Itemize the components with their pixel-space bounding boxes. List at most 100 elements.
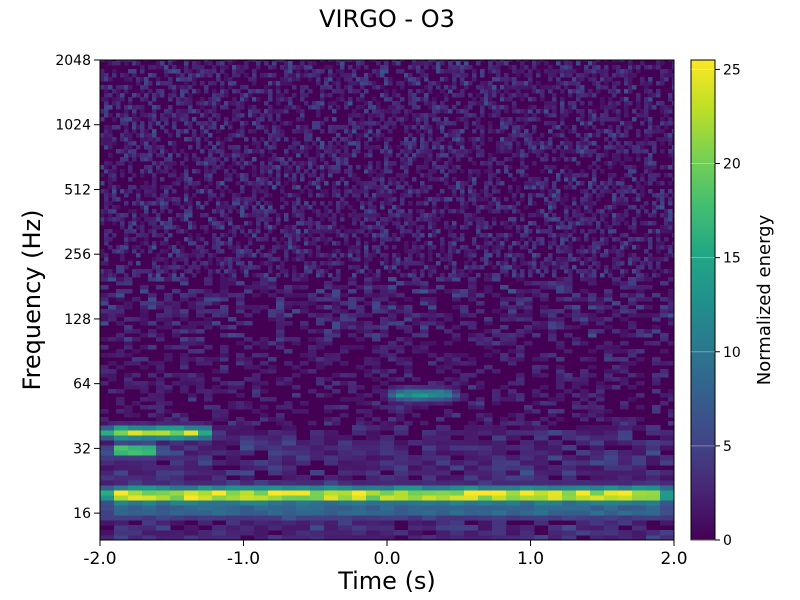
heatmap-cell [240, 253, 245, 258]
heatmap-cell [564, 237, 569, 242]
heatmap-cell [452, 149, 457, 154]
heatmap-cell [254, 485, 269, 491]
heatmap-cell [596, 413, 605, 418]
heatmap-cell [184, 189, 189, 194]
heatmap-cell [624, 125, 629, 130]
heatmap-cell [404, 189, 409, 194]
heatmap-cell [532, 241, 537, 246]
heatmap-cell [116, 333, 125, 338]
heatmap-cell [208, 273, 213, 278]
heatmap-cell [168, 165, 173, 170]
heatmap-cell [300, 273, 305, 278]
heatmap-cell [276, 177, 281, 182]
heatmap-cell [356, 321, 365, 326]
heatmap-cell [148, 229, 153, 234]
heatmap-cell [164, 389, 173, 394]
heatmap-cell [226, 430, 241, 436]
heatmap-cell [436, 357, 445, 362]
heatmap-cell [380, 455, 395, 461]
heatmap-cell [380, 440, 395, 446]
heatmap-cell [320, 269, 325, 274]
heatmap-cell [332, 181, 337, 186]
heatmap-cell [200, 205, 205, 210]
heatmap-cell [240, 229, 245, 234]
heatmap-cell [450, 460, 465, 466]
heatmap-cell [172, 273, 177, 278]
heatmap-cell [232, 197, 237, 202]
heatmap-cell [580, 417, 589, 422]
heatmap-cell [308, 189, 313, 194]
heatmap-cell [328, 173, 333, 178]
heatmap-cell [114, 485, 129, 491]
heatmap-cell [284, 405, 293, 410]
heatmap-cell [164, 257, 169, 262]
heatmap-cell [184, 217, 189, 222]
heatmap-cell [580, 369, 589, 374]
heatmap-cell [268, 520, 283, 526]
heatmap-cell [280, 245, 285, 250]
heatmap-cell [366, 460, 381, 466]
heatmap-cell [444, 365, 453, 370]
heatmap-cell [572, 377, 581, 382]
heatmap-cell [332, 417, 341, 422]
heatmap-cell [420, 261, 425, 266]
heatmap-cell [408, 145, 413, 150]
heatmap-cell [524, 153, 529, 158]
heatmap-cell [140, 121, 145, 126]
heatmap-cell [184, 475, 199, 481]
heatmap-cell [296, 520, 311, 526]
heatmap-cell [338, 435, 353, 441]
heatmap-cell [422, 525, 437, 531]
heatmap-cell [478, 535, 493, 540]
heatmap-cell [424, 165, 429, 170]
heatmap-cell [576, 133, 581, 138]
heatmap-cell [408, 490, 423, 496]
heatmap-cell [484, 321, 493, 326]
heatmap-cell [198, 490, 213, 496]
heatmap-cell [572, 341, 581, 346]
heatmap-cell [256, 273, 261, 278]
heatmap-cell [528, 221, 533, 226]
heatmap-cell [616, 253, 621, 258]
heatmap-cell [142, 495, 157, 501]
heatmap-cell [478, 430, 493, 436]
heatmap-cell [528, 193, 533, 198]
heatmap-cell [408, 225, 413, 230]
heatmap-cell [636, 313, 645, 318]
heatmap-cell [628, 261, 633, 266]
heatmap-cell [296, 495, 311, 501]
heatmap-cell [404, 217, 409, 222]
heatmap-cell [144, 213, 149, 218]
heatmap-cell [172, 181, 177, 186]
heatmap-cell [284, 213, 289, 218]
heatmap-cell [404, 181, 409, 186]
heatmap-cell [668, 137, 673, 142]
heatmap-cell [532, 141, 537, 146]
heatmap-cell [404, 329, 413, 334]
heatmap-cell [328, 229, 333, 234]
heatmap-cell [548, 495, 563, 501]
heatmap-cell [596, 381, 605, 386]
heatmap-cell [340, 125, 345, 130]
heatmap-cell [368, 269, 373, 274]
heatmap-cell [608, 125, 613, 130]
heatmap-cell [100, 173, 105, 178]
heatmap-cell [156, 455, 171, 461]
heatmap-cell [204, 121, 209, 126]
heatmap-cell [476, 401, 485, 406]
heatmap-cell [468, 189, 473, 194]
heatmap-cell [608, 181, 613, 186]
heatmap-cell [308, 253, 313, 258]
heatmap-cell [328, 253, 333, 258]
heatmap-cell [464, 430, 479, 436]
heatmap-cell [128, 177, 133, 182]
heatmap-cell [144, 237, 149, 242]
heatmap-cell [120, 225, 125, 230]
heatmap-cell [504, 149, 509, 154]
heatmap-cell [394, 485, 409, 491]
heatmap-cell [646, 475, 661, 481]
heatmap-cell [444, 389, 453, 394]
heatmap-cell [196, 257, 201, 262]
heatmap-cell [496, 201, 501, 206]
heatmap-cell [408, 201, 413, 206]
